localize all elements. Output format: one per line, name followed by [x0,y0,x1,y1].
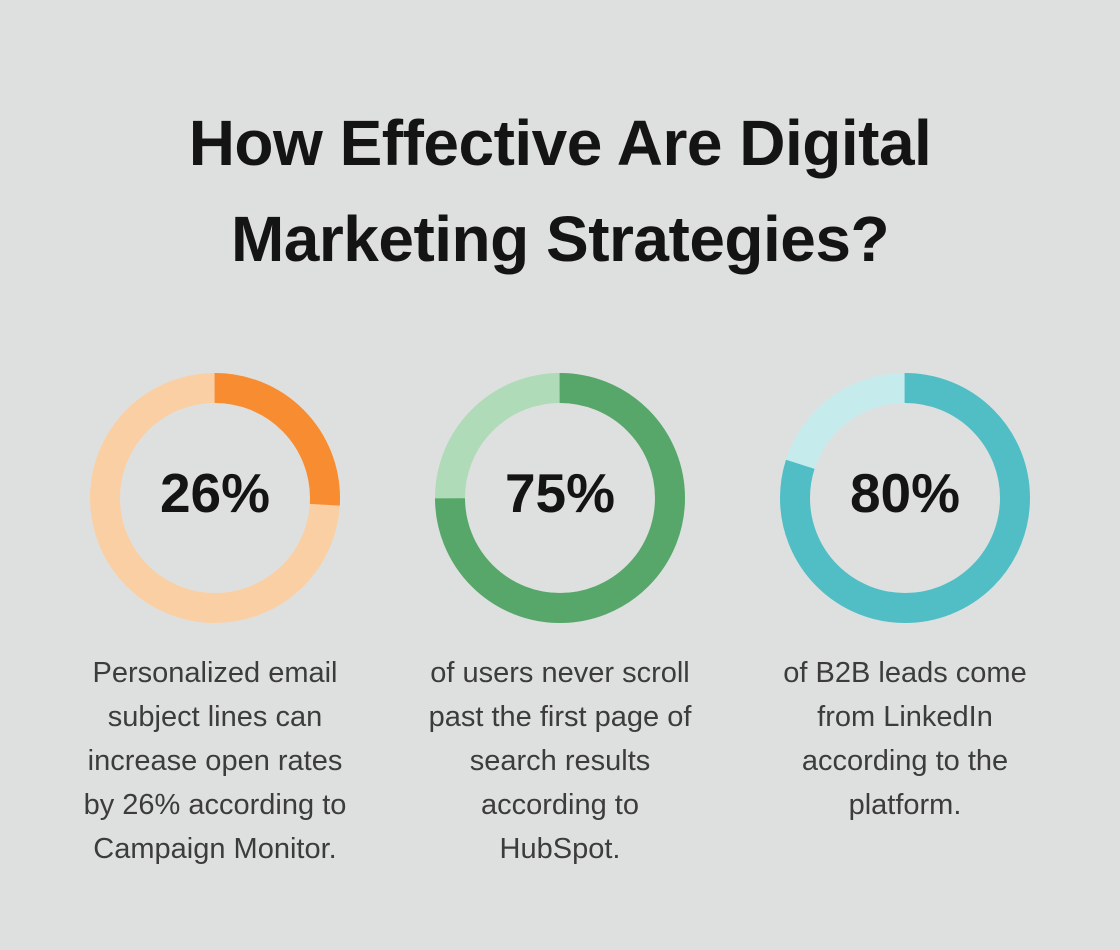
stat-card-email: 26% Personalized email subject lines can i… [43,373,388,871]
stat-caption: of B2B leads come from LinkedIn according … [783,657,1027,821]
donut-wrap: 80% [780,373,1030,623]
stat-caption: Personalized email subject lines can incre… [83,657,347,865]
donut-wrap: 75% [435,373,685,623]
donut-arc [435,373,685,623]
donut-chart [435,373,685,623]
percent-label: 80% [849,462,961,524]
donut-chart [780,373,1030,623]
donut-arc [90,373,340,623]
percent-label: 75% [504,462,616,524]
stat-card-search: 75% of users never scroll past the first … [388,373,733,871]
stats-row: 26% Personalized email subject lines can i… [0,373,1120,871]
donut-chart [90,373,340,623]
stat-caption: of users never scroll past the first page… [428,657,692,865]
donut-wrap: 26% [90,373,340,623]
page-title: How Effective Are Digital Marketing Strat… [188,107,932,275]
stat-card-linkedin: 80% of B2B leads come from LinkedIn accord… [733,373,1078,871]
percent-label: 26% [159,462,271,524]
donut-arc [780,373,1030,623]
